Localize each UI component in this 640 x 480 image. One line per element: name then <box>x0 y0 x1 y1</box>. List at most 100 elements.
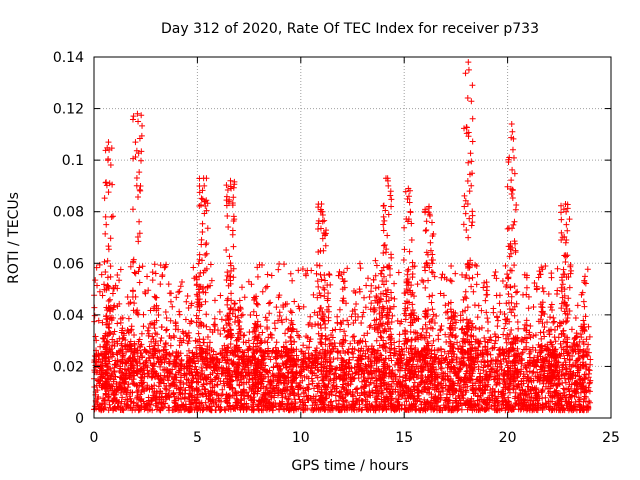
data-point <box>463 227 470 234</box>
data-point <box>289 378 296 385</box>
data-point <box>218 406 225 413</box>
data-point <box>135 401 142 408</box>
data-point <box>322 231 329 238</box>
data-point <box>474 376 481 383</box>
data-point <box>519 349 526 356</box>
data-point <box>508 402 515 409</box>
data-point <box>522 405 529 412</box>
data-point <box>452 333 459 340</box>
data-point <box>475 392 482 399</box>
data-point <box>318 341 325 348</box>
data-point <box>585 341 592 348</box>
data-point <box>502 316 509 323</box>
data-point <box>230 243 237 250</box>
data-point <box>99 319 106 326</box>
data-point <box>151 325 158 332</box>
data-point <box>585 374 592 381</box>
data-point <box>129 116 136 123</box>
data-point <box>367 322 374 329</box>
data-point <box>262 314 269 321</box>
data-point <box>255 401 262 408</box>
data-point <box>327 388 334 395</box>
data-point <box>109 290 116 297</box>
data-point <box>120 334 127 341</box>
data-point <box>136 279 143 286</box>
data-point <box>473 385 480 392</box>
data-point <box>375 284 382 291</box>
data-point <box>134 370 141 377</box>
data-point <box>268 380 275 387</box>
data-point <box>202 360 209 367</box>
data-point <box>499 398 506 405</box>
data-point <box>405 185 412 192</box>
data-point <box>564 315 571 322</box>
data-point <box>318 276 325 283</box>
data-point <box>337 350 344 357</box>
data-point <box>423 226 430 233</box>
data-point <box>153 394 160 401</box>
data-point <box>410 401 417 408</box>
data-point <box>255 344 262 351</box>
data-point <box>305 375 312 382</box>
data-point <box>145 370 152 377</box>
data-point <box>522 321 529 328</box>
data-point <box>356 260 363 267</box>
data-point <box>265 348 272 355</box>
data-point <box>105 393 112 400</box>
data-point <box>356 286 363 293</box>
data-point <box>387 272 394 279</box>
data-point <box>195 260 202 267</box>
data-point <box>388 397 395 404</box>
data-point <box>96 288 103 295</box>
data-point <box>578 291 585 298</box>
data-point <box>97 343 104 350</box>
data-point <box>149 277 156 284</box>
data-point <box>215 357 222 364</box>
data-point <box>135 118 142 125</box>
data-point <box>408 236 415 243</box>
data-point <box>329 327 336 334</box>
data-point <box>356 396 363 403</box>
data-point <box>128 323 135 330</box>
data-point <box>579 359 586 366</box>
data-point <box>426 293 433 300</box>
data-point <box>387 339 394 346</box>
data-point <box>559 364 566 371</box>
data-point <box>165 377 172 384</box>
data-point <box>203 380 210 387</box>
data-point <box>584 266 591 273</box>
data-point <box>247 311 254 318</box>
data-point <box>313 262 320 269</box>
data-point <box>259 288 266 295</box>
data-point <box>138 157 145 164</box>
data-point <box>404 361 411 368</box>
data-point <box>398 318 405 325</box>
data-point <box>502 381 509 388</box>
data-point <box>488 366 495 373</box>
data-point <box>153 294 160 301</box>
data-point <box>402 300 409 307</box>
data-point <box>163 314 170 321</box>
data-point <box>198 257 205 264</box>
data-point <box>305 350 312 357</box>
data-point <box>149 269 156 276</box>
data-point <box>365 369 372 376</box>
data-point <box>520 337 527 344</box>
data-point <box>309 402 316 409</box>
data-point <box>502 407 509 414</box>
data-point <box>578 382 585 389</box>
data-point <box>468 182 475 189</box>
data-point <box>145 332 152 339</box>
data-point <box>200 336 207 343</box>
data-point <box>469 274 476 281</box>
data-point <box>119 394 126 401</box>
data-point <box>203 375 210 382</box>
data-point <box>138 330 145 337</box>
data-point <box>203 207 210 214</box>
data-point <box>402 316 409 323</box>
data-point <box>172 320 179 327</box>
data-point <box>98 271 105 278</box>
data-point <box>161 343 168 350</box>
data-point <box>188 318 195 325</box>
data-point <box>308 395 315 402</box>
